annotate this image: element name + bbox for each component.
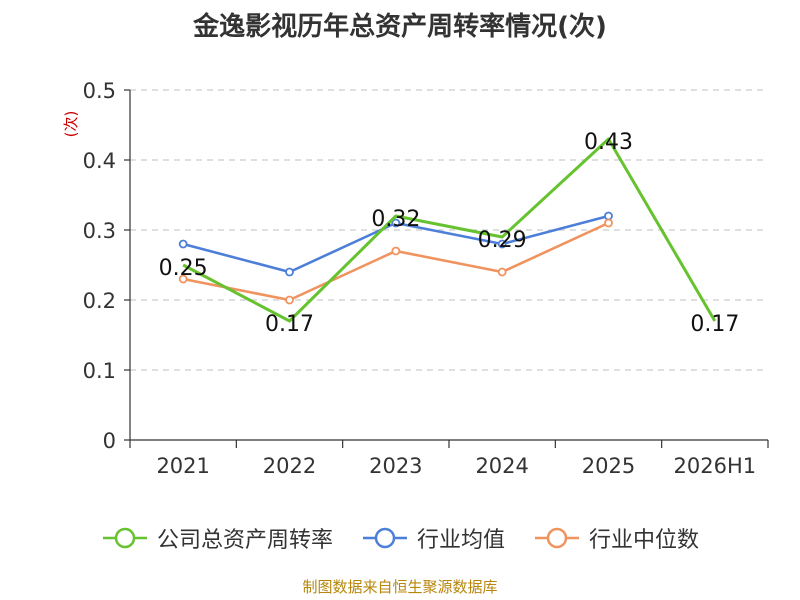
- x-tick-label: 2026H1: [674, 454, 757, 478]
- data-label: 0.17: [265, 312, 314, 337]
- series-point: [178, 239, 188, 249]
- y-tick-label: 0.3: [83, 219, 116, 243]
- x-tick-label: 2024: [475, 454, 528, 478]
- legend: 公司总资产周转率 行业均值 行业中位数: [0, 518, 800, 558]
- legend-marker: [546, 527, 568, 549]
- x-tick-label: 2025: [582, 454, 635, 478]
- y-tick-label: 0.1: [83, 359, 116, 383]
- legend-label: 公司总资产周转率: [156, 528, 333, 553]
- data-label: 0.32: [371, 207, 420, 232]
- chart-title: 金逸影视历年总资产周转率情况(次): [193, 12, 607, 42]
- data-label: 0.43: [584, 130, 633, 155]
- legend-swatch: [362, 527, 407, 549]
- series-point: [604, 218, 613, 228]
- series-point: [497, 267, 507, 277]
- y-tick-label: 0.2: [83, 289, 116, 313]
- legend-marker: [114, 527, 136, 549]
- series-point: [391, 218, 401, 228]
- legend-item[interactable]: 行业中位数: [533, 522, 699, 554]
- series-point: [285, 295, 294, 305]
- series-point: [178, 274, 188, 284]
- data-label: 0.17: [690, 312, 739, 337]
- series-point: [604, 211, 613, 221]
- source-note: 制图数据来自恒生聚源数据库: [302, 578, 498, 596]
- legend-item[interactable]: 行业均值: [361, 522, 505, 554]
- x-tick-label: 2021: [156, 454, 209, 478]
- series-point: [285, 267, 294, 277]
- legend-swatch: [535, 527, 579, 549]
- x-tick-label: 2022: [263, 454, 316, 478]
- legend-swatch: [102, 527, 147, 549]
- y-axis-label: (次): [62, 111, 80, 138]
- y-tick-label: 0: [103, 429, 116, 453]
- series-line: [182, 137, 717, 323]
- y-tick-label: 0.5: [83, 79, 116, 103]
- series-point: [497, 239, 507, 249]
- data-label: 0.25: [159, 256, 208, 281]
- legend-label: 行业均值: [416, 528, 505, 553]
- legend-label: 行业中位数: [589, 528, 700, 553]
- x-tick-label: 2023: [369, 454, 422, 478]
- legend-marker: [374, 527, 396, 549]
- legend-item[interactable]: 公司总资产周转率: [101, 522, 333, 554]
- series-point: [391, 246, 401, 256]
- y-tick-label: 0.4: [83, 149, 116, 173]
- data-label: 0.29: [478, 228, 527, 253]
